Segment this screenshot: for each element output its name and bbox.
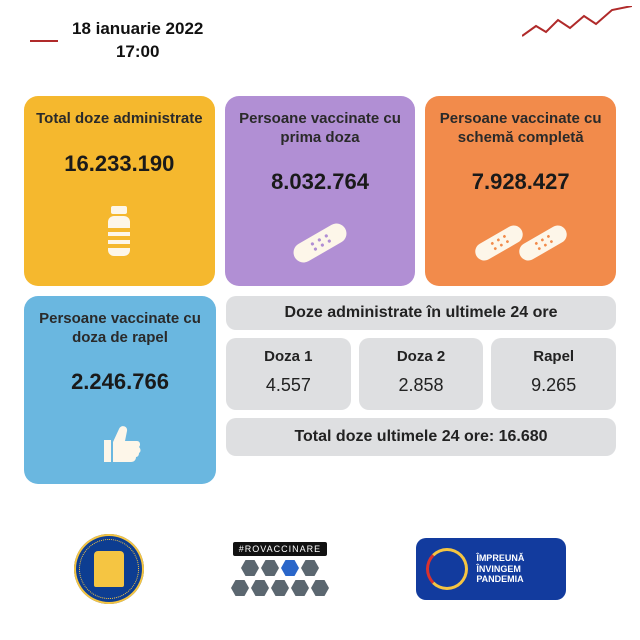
badge-line3: PANDEMIA bbox=[476, 574, 524, 585]
mini-value: 4.557 bbox=[232, 375, 345, 396]
bandage-icon bbox=[285, 209, 355, 276]
thumbs-up-icon bbox=[94, 409, 146, 474]
header: 18 ianuarie 2022 17:00 bbox=[0, 0, 640, 74]
double-bandage-icon bbox=[471, 209, 571, 276]
badge-line1: ÎMPREUNĂ bbox=[476, 553, 524, 564]
date: 18 ianuarie 2022 bbox=[72, 18, 203, 41]
date-block: 18 ianuarie 2022 17:00 bbox=[30, 18, 203, 64]
card-title: Total doze administrate bbox=[36, 110, 202, 129]
mini-value: 9.265 bbox=[497, 375, 610, 396]
footer-logos: #ROVACCINARE ÎMPREUNĂ ÎNVINGEM PANDEMIA bbox=[0, 510, 640, 640]
card-booster: Persoane vaccinate cu doza de rapel 2.24… bbox=[24, 296, 216, 484]
mini-rapel: Rapel 9.265 bbox=[491, 338, 616, 410]
time: 17:00 bbox=[72, 41, 203, 64]
card-value: 7.928.427 bbox=[472, 169, 570, 195]
card-title: Persoane vaccinate cu schemă completă bbox=[433, 110, 608, 148]
mini-label: Doza 2 bbox=[365, 348, 478, 365]
hex-icons bbox=[241, 560, 319, 576]
rovaccinare-logo: #ROVACCINARE bbox=[231, 542, 329, 596]
card-complete-scheme: Persoane vaccinate cu schemă completă 7.… bbox=[425, 96, 616, 286]
card-value: 2.246.766 bbox=[71, 369, 169, 395]
last-24h-panel: Doze administrate în ultimele 24 ore Doz… bbox=[226, 296, 616, 484]
accent-line bbox=[30, 40, 58, 42]
total-label: Total doze ultimele 24 ore: bbox=[294, 428, 498, 445]
cards-row-bottom: Persoane vaccinate cu doza de rapel 2.24… bbox=[0, 296, 640, 484]
card-title: Persoane vaccinate cu doza de rapel bbox=[32, 310, 208, 348]
card-value: 16.233.190 bbox=[64, 151, 174, 177]
last24-header: Doze administrate în ultimele 24 ore bbox=[226, 296, 616, 330]
cards-row-top: Total doze administrate 16.233.190 Perso… bbox=[0, 74, 640, 296]
mini-label: Rapel bbox=[497, 348, 610, 365]
mini-value: 2.858 bbox=[365, 375, 478, 396]
impreuna-badge: ÎMPREUNĂ ÎNVINGEM PANDEMIA bbox=[416, 538, 566, 600]
card-first-dose: Persoane vaccinate cu prima doza 8.032.7… bbox=[225, 96, 416, 286]
mini-doza2: Doza 2 2.858 bbox=[359, 338, 484, 410]
trend-line-icon bbox=[522, 6, 632, 42]
gov-romania-logo bbox=[74, 534, 144, 604]
mini-label: Doza 1 bbox=[232, 348, 345, 365]
hex-icons-2 bbox=[231, 580, 329, 596]
card-value: 8.032.764 bbox=[271, 169, 369, 195]
date-text: 18 ianuarie 2022 17:00 bbox=[72, 18, 203, 64]
rovac-hashtag: #ROVACCINARE bbox=[233, 542, 327, 556]
card-title: Persoane vaccinate cu prima doza bbox=[233, 110, 408, 148]
last24-total: Total doze ultimele 24 ore: 16.680 bbox=[226, 418, 616, 456]
badge-line2: ÎNVINGEM bbox=[476, 564, 524, 575]
card-total-doses: Total doze administrate 16.233.190 bbox=[24, 96, 215, 286]
vial-icon bbox=[104, 191, 134, 276]
last24-row: Doza 1 4.557 Doza 2 2.858 Rapel 9.265 bbox=[226, 338, 616, 410]
mini-doza1: Doza 1 4.557 bbox=[226, 338, 351, 410]
total-value: 16.680 bbox=[499, 428, 548, 445]
